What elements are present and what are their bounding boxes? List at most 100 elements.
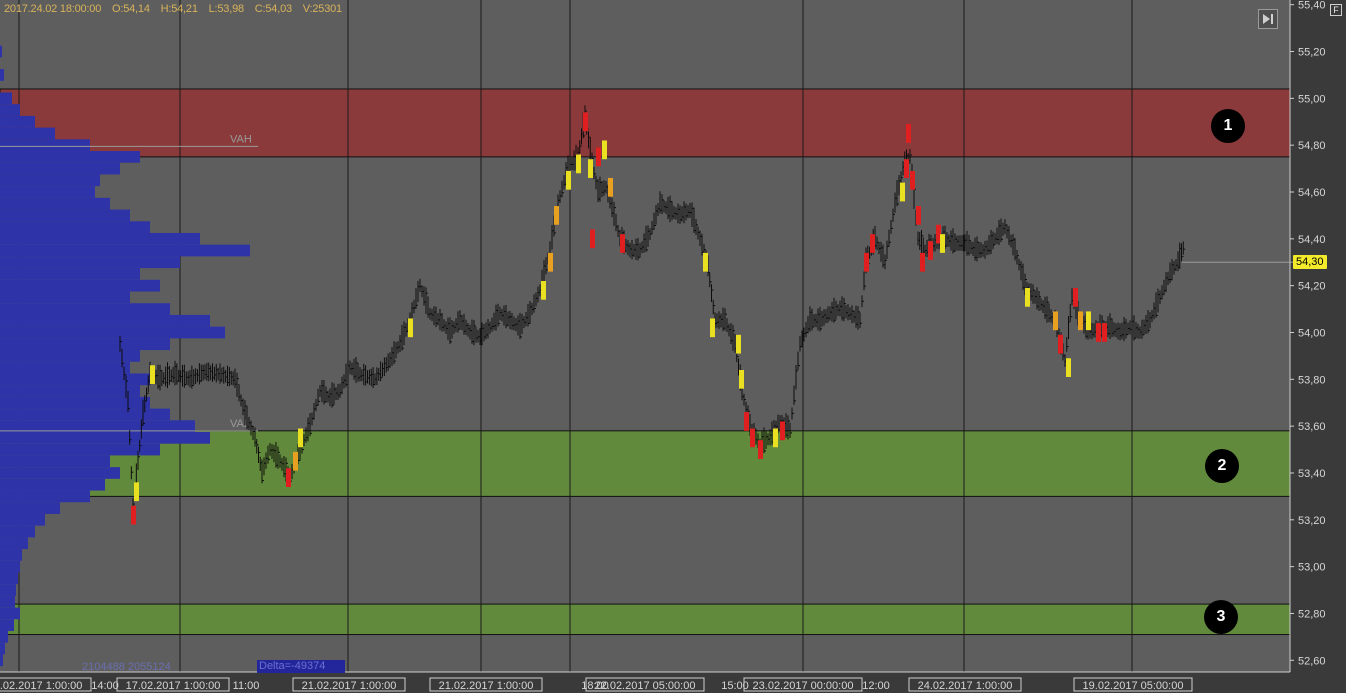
x-tick-label-box: [292, 677, 406, 692]
volume-profile-bar: [0, 232, 200, 245]
volume-cluster: [928, 241, 933, 260]
volume-profile-bar: [0, 115, 35, 128]
volume-profile-bar: [0, 467, 120, 479]
x-tick-label: 19.02.2017 05:00:00: [1083, 680, 1184, 692]
volume-cluster: [596, 147, 601, 167]
volume-profile-bar: [0, 478, 105, 491]
y-tick-label: 53,20: [1298, 515, 1326, 527]
volume-profile-bar: [0, 314, 210, 327]
volume-cluster: [602, 140, 607, 160]
volume-profile-bar: [0, 549, 22, 561]
volume-profile-bar: [0, 338, 170, 351]
volume-profile-bar: [0, 432, 210, 444]
volume-cluster: [583, 112, 588, 132]
skip-forward-button[interactable]: [1258, 9, 1278, 29]
volume-left: 2104488: [82, 661, 125, 673]
y-tick-label: 53,40: [1298, 468, 1326, 480]
volume-right: 2055124: [127, 661, 171, 673]
volume-profile-bar: [0, 326, 225, 339]
volume-cluster: [293, 451, 298, 471]
volume-profile-bar: [0, 291, 130, 304]
volume-profile-bar: [0, 45, 2, 58]
y-tick-label: 55,40: [1298, 0, 1326, 12]
volume-profile-bar: [0, 162, 120, 175]
volume-cluster: [936, 224, 941, 244]
skip-forward-icon: [1263, 14, 1273, 24]
volume-profile-bar: [0, 420, 195, 432]
profile-volume-info: 2104488 2055124: [82, 661, 171, 673]
x-tick-label: 15:00: [721, 680, 749, 692]
volume-cluster: [620, 234, 625, 253]
volume-profile-bar: [0, 631, 8, 643]
volume-profile-bar: [0, 69, 4, 81]
volume-cluster: [1073, 288, 1078, 307]
volume-cluster: [1096, 323, 1101, 342]
volume-cluster: [920, 252, 925, 272]
volume-profile-bar: [0, 408, 170, 421]
volume-cluster: [900, 182, 905, 202]
volume-cluster: [758, 440, 763, 459]
y-tick-label: 54,40: [1298, 234, 1326, 246]
volume-cluster: [588, 159, 593, 178]
volume-profile-bar: [0, 385, 140, 397]
volume-profile-bar: [0, 654, 3, 667]
volume-cluster: [736, 334, 741, 354]
volume-profile-bar: [0, 350, 140, 362]
current-price-tag: 54,30: [1293, 255, 1327, 270]
y-tick-label: 54,00: [1298, 327, 1326, 339]
zone-marker-3: 3: [1204, 600, 1238, 634]
open-value: O:54,14: [112, 3, 150, 15]
volume-cluster: [780, 421, 785, 441]
volume-cluster: [870, 234, 875, 253]
x-tick-label: 12:00: [862, 680, 890, 692]
volume-profile-bar: [0, 361, 130, 374]
zone-marker-1: 1: [1211, 109, 1245, 143]
profile-level-label: VAH: [230, 133, 252, 145]
y-tick-label: 55,00: [1298, 93, 1326, 105]
x-tick-label-box: [116, 677, 230, 692]
volume-cluster: [150, 365, 155, 384]
volume-cluster: [566, 170, 571, 190]
y-tick-label: 53,00: [1298, 562, 1326, 574]
volume-cluster: [590, 229, 595, 249]
f-button[interactable]: F: [1330, 4, 1342, 16]
delta-box: Delta=-49374: [257, 660, 345, 673]
volume-cluster: [554, 206, 559, 225]
volume-cluster: [864, 252, 869, 272]
volume-cluster: [906, 124, 911, 143]
x-tick-label: 21.02.2017 1:00:00: [302, 680, 397, 692]
volume-cluster: [744, 412, 749, 431]
price-axis-background: [1290, 0, 1346, 693]
x-tick-label: 24.02.2017 1:00:00: [918, 680, 1013, 692]
volume-profile-bar: [0, 92, 12, 105]
volume-profile-bar: [0, 443, 160, 456]
volume-cluster: [1102, 323, 1107, 342]
y-tick-label: 54,60: [1298, 187, 1326, 199]
volume-profile-bar: [0, 502, 60, 514]
volume-profile-bar: [0, 572, 18, 585]
volume-cluster: [1058, 334, 1063, 354]
high-value: H:54,21: [160, 3, 198, 15]
volume-cluster: [750, 428, 755, 448]
low-value: L:53,98: [208, 3, 245, 15]
x-tick-label: 22.02.2017 05:00:00: [595, 680, 696, 692]
volume-profile-bar: [0, 268, 140, 280]
volume-profile-bar: [0, 221, 150, 233]
x-tick-label-box: [429, 677, 543, 692]
volume-profile-bar: [0, 197, 110, 210]
volume-cluster: [916, 206, 921, 225]
zone-marker-2: 2: [1205, 449, 1239, 483]
volume-cluster: [298, 428, 303, 448]
volume-profile-bar: [0, 619, 14, 632]
y-tick-label: 53,80: [1298, 374, 1326, 386]
volume-cluster: [910, 170, 915, 190]
ohlc-readout: 2017.24.02 18:00:00 O:54,14 H:54,21 L:53…: [4, 3, 350, 15]
volume-cluster: [1025, 288, 1030, 307]
x-tick-label-box: [0, 677, 92, 692]
volume-profile-bar: [0, 303, 170, 315]
y-tick-label: 55,20: [1298, 47, 1326, 59]
bar-datetime: 2017.24.02 18:00:00: [4, 3, 102, 15]
x-tick-label: 14:00: [91, 680, 119, 692]
volume-cluster: [608, 177, 613, 197]
